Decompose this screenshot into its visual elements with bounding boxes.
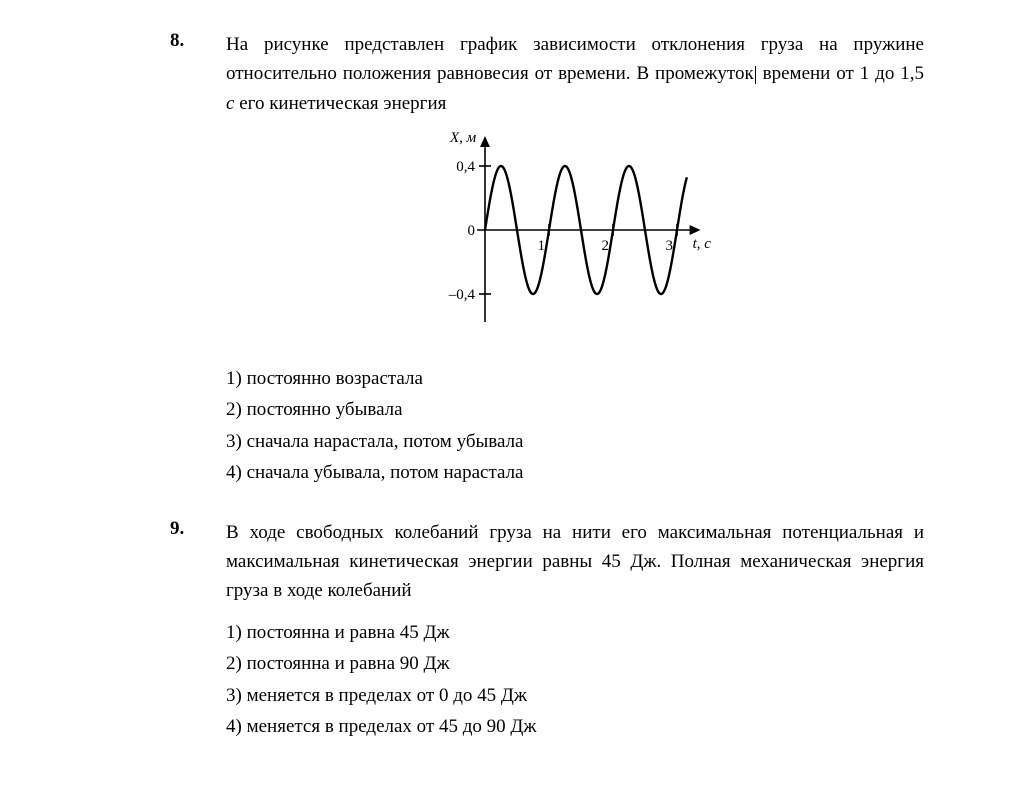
oscillation-chart: 0,4 0 –0,4 X, м t, с 1 2 3 [226, 130, 924, 349]
problem-9-number: 9. [170, 518, 226, 540]
problem-8-body: На рисунке представлен график зависимост… [226, 30, 924, 490]
problem-9-option-2: 2) постоянна и равна 90 Дж [226, 649, 924, 678]
chart-svg: 0,4 0 –0,4 X, м t, с 1 2 3 [425, 130, 725, 340]
text-cursor [755, 66, 756, 84]
problem-9-option-4: 4) меняется в пределах от 45 до 90 Дж [226, 712, 924, 741]
problem-9-option-3: 3) меняется в пределах от 0 до 45 Дж [226, 681, 924, 710]
problem-8-text-b: времени от 1 до 1,5 [757, 63, 924, 84]
problem-8-number: 8. [170, 30, 226, 52]
problem-9-text: В ходе свободных колебаний груза на нити… [226, 518, 924, 606]
svg-text:X, м: X, м [449, 130, 477, 146]
svg-text:3: 3 [666, 238, 674, 254]
problem-8-option-1: 1) постоянно возрастала [226, 364, 924, 393]
svg-text:t, с: t, с [693, 236, 712, 252]
problem-8-text-c: его кинетическая энергия [234, 93, 446, 114]
svg-text:0,4: 0,4 [456, 159, 475, 175]
problem-8-options: 1) постоянно возрастала 2) постоянно убы… [226, 364, 924, 488]
problem-8-text: На рисунке представлен график зависимост… [226, 30, 924, 118]
problem-8-option-2: 2) постоянно убывала [226, 395, 924, 424]
svg-text:–0,4: –0,4 [448, 287, 476, 303]
problem-9: 9. В ходе свободных колебаний груза на н… [170, 518, 924, 744]
svg-text:2: 2 [602, 238, 610, 254]
problem-9-option-1: 1) постоянна и равна 45 Дж [226, 618, 924, 647]
svg-text:0: 0 [468, 223, 476, 239]
problem-9-options: 1) постоянна и равна 45 Дж 2) постоянна … [226, 618, 924, 742]
problem-8-option-3: 3) сначала нарастала, потом убывала [226, 427, 924, 456]
problem-9-body: В ходе свободных колебаний груза на нити… [226, 518, 924, 744]
problem-8-option-4: 4) сначала убывала, потом нарастала [226, 458, 924, 487]
svg-text:1: 1 [538, 238, 546, 254]
problem-8: 8. На рисунке представлен график зависим… [170, 30, 924, 490]
